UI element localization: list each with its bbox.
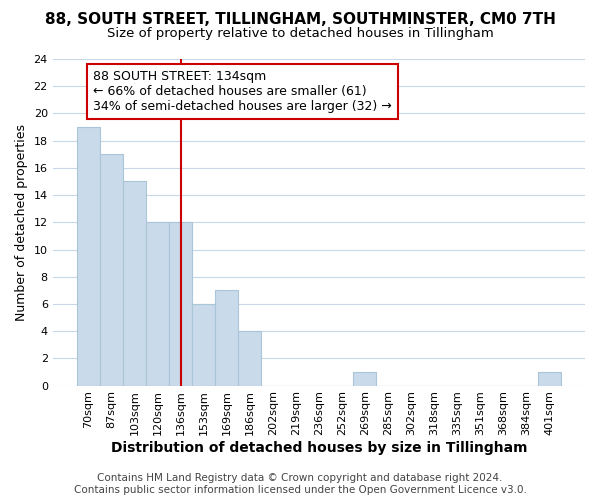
- Text: 88, SOUTH STREET, TILLINGHAM, SOUTHMINSTER, CM0 7TH: 88, SOUTH STREET, TILLINGHAM, SOUTHMINST…: [44, 12, 556, 28]
- Bar: [146, 222, 169, 386]
- Bar: [538, 372, 561, 386]
- Bar: [215, 290, 238, 386]
- Bar: [123, 182, 146, 386]
- X-axis label: Distribution of detached houses by size in Tillingham: Distribution of detached houses by size …: [110, 441, 527, 455]
- Bar: [192, 304, 215, 386]
- Y-axis label: Number of detached properties: Number of detached properties: [15, 124, 28, 321]
- Bar: [100, 154, 123, 386]
- Bar: [353, 372, 376, 386]
- Bar: [169, 222, 192, 386]
- Bar: [77, 127, 100, 386]
- Text: 88 SOUTH STREET: 134sqm
← 66% of detached houses are smaller (61)
34% of semi-de: 88 SOUTH STREET: 134sqm ← 66% of detache…: [93, 70, 392, 113]
- Text: Size of property relative to detached houses in Tillingham: Size of property relative to detached ho…: [107, 28, 493, 40]
- Text: Contains HM Land Registry data © Crown copyright and database right 2024.
Contai: Contains HM Land Registry data © Crown c…: [74, 474, 526, 495]
- Bar: [238, 331, 261, 386]
